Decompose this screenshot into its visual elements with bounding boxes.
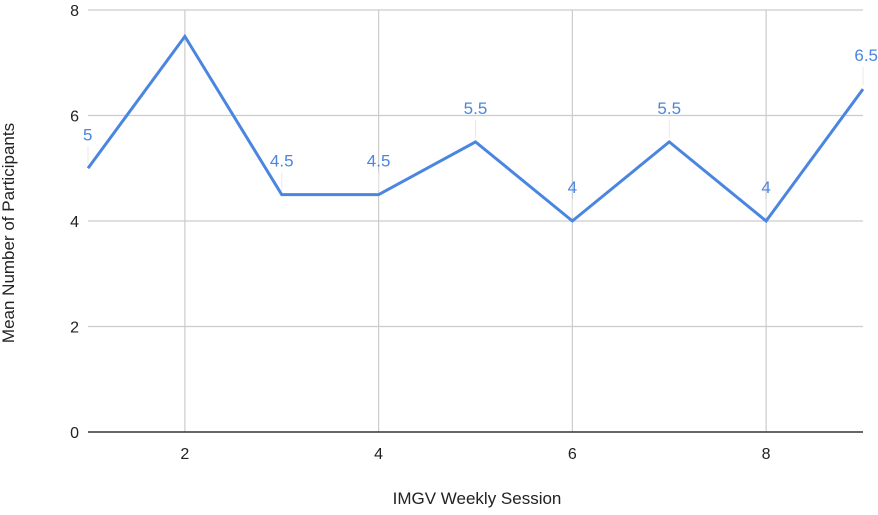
- data-label-layer: 5 4.5 4.5 5.5 4 5.5 4 6.5: [83, 46, 878, 217]
- x-tick-label: 2: [180, 446, 189, 463]
- data-label: 5: [83, 125, 92, 144]
- data-point: [183, 35, 186, 38]
- x-axis-title: IMGV Weekly Session: [393, 489, 562, 508]
- data-point: [862, 88, 865, 91]
- x-tick-label: 4: [374, 446, 383, 463]
- y-tick-label: 2: [70, 320, 79, 337]
- data-point: [280, 193, 283, 196]
- data-point: [377, 193, 380, 196]
- y-tick-label: 6: [70, 109, 79, 126]
- x-tick-label: 8: [762, 446, 771, 463]
- data-label: 4.5: [270, 152, 294, 171]
- y-tick-label: 8: [70, 3, 79, 20]
- data-point: [765, 220, 768, 223]
- series-line: [86, 33, 865, 224]
- x-axis-ticks: 2 4 6 8: [180, 446, 770, 463]
- data-point: [668, 140, 671, 143]
- data-label: 5.5: [464, 99, 488, 118]
- data-label: 4.5: [367, 152, 391, 171]
- data-point: [571, 220, 574, 223]
- data-point: [474, 140, 477, 143]
- y-tick-label: 0: [70, 425, 79, 442]
- data-point: [87, 167, 90, 170]
- y-axis-title: Mean Number of Participants: [0, 123, 18, 343]
- data-label: 4: [568, 178, 577, 197]
- series-layer: [86, 33, 865, 224]
- x-tick-label: 6: [568, 446, 577, 463]
- data-label: 5.5: [657, 99, 681, 118]
- y-axis-ticks: 0 2 4 6 8: [70, 3, 79, 442]
- data-label: 6.5: [854, 46, 878, 65]
- y-tick-label: 4: [70, 214, 79, 231]
- grid-lines: [88, 9, 863, 432]
- data-label: 4: [761, 178, 770, 197]
